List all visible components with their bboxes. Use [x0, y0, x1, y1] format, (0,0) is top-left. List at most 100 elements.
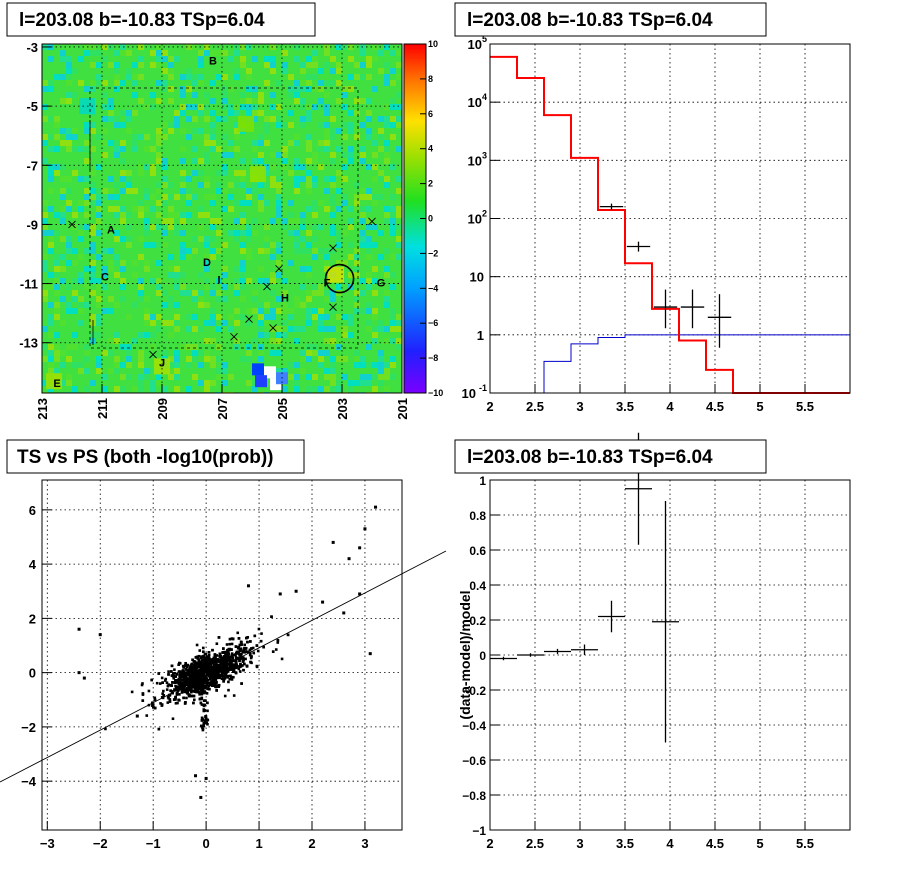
skymap-pixel: [384, 104, 390, 110]
skymap-pixel: [48, 314, 54, 320]
skymap-pixel: [354, 308, 360, 314]
skymap-pixel: [378, 230, 384, 236]
skymap-pixel: [330, 362, 336, 368]
skymap-pixel: [174, 362, 180, 368]
scatter-point: [249, 652, 252, 655]
skymap-pixel: [144, 80, 150, 86]
skymap-pixel: [222, 98, 228, 104]
scatter-point: [363, 527, 367, 531]
spectrum-xtick-label: 5: [756, 399, 763, 414]
skymap-pixel: [90, 200, 96, 206]
scatter-point: [226, 651, 230, 654]
skymap-pixel: [96, 80, 102, 86]
skymap-pixel: [258, 206, 264, 212]
scatter-point: [225, 643, 229, 646]
skymap-pixel: [114, 260, 120, 266]
skymap-pixel: [258, 230, 264, 236]
skymap-pixel: [288, 218, 294, 224]
skymap-pixel: [252, 110, 258, 116]
skymap-pixel: [180, 284, 186, 290]
scatter-point: [246, 640, 249, 644]
skymap-pixel: [102, 266, 108, 272]
skymap-pixel: [72, 128, 78, 134]
skymap-pixel: [168, 266, 174, 272]
skymap-pixel: [222, 92, 228, 98]
skymap-pixel: [336, 146, 342, 152]
skymap-pixel: [270, 182, 276, 188]
skymap-pixel: [198, 326, 204, 332]
scatter-point: [189, 686, 192, 689]
scatter-point: [207, 665, 211, 669]
scatter-point: [195, 643, 199, 647]
skymap-pixel: [108, 266, 114, 272]
skymap-pixel: [276, 248, 282, 254]
skymap-hotspot: [250, 166, 266, 183]
scatter-point: [177, 663, 181, 666]
skymap-pixel: [210, 122, 216, 128]
scatter-point: [180, 684, 183, 688]
skymap-pixel: [324, 314, 330, 320]
scatter-point: [250, 655, 253, 658]
skymap-pixel: [372, 110, 378, 116]
skymap-pixel: [54, 272, 60, 278]
skymap-pixel: [192, 146, 198, 152]
skymap-pixel: [114, 152, 120, 158]
skymap-pixel: [144, 230, 150, 236]
scatter-point: [237, 637, 241, 640]
scatter-point: [130, 690, 134, 694]
skymap-pixel: [108, 224, 114, 230]
skymap-pixel: [42, 80, 48, 86]
scatter-point: [159, 702, 162, 705]
scatter-point: [257, 627, 261, 631]
skymap-pixel: [342, 362, 348, 368]
skymap-pixel: [234, 278, 240, 284]
skymap-pixel: [210, 314, 216, 320]
skymap-pixel: [252, 56, 258, 62]
skymap-pixel: [168, 206, 174, 212]
scatter-point: [201, 679, 205, 683]
skymap-pixel: [210, 128, 216, 134]
skymap-xtick-label: 207: [215, 398, 230, 420]
skymap-pixel: [90, 224, 96, 230]
skymap-pixel: [72, 356, 78, 362]
skymap-pixel: [72, 332, 78, 338]
scatter-point: [207, 653, 211, 657]
scatter-point: [180, 675, 184, 679]
skymap-pixel: [138, 206, 144, 212]
skymap-pixel: [210, 50, 216, 56]
skymap-pixel: [126, 176, 132, 182]
scatter-point: [196, 690, 200, 694]
scatter-point: [178, 672, 182, 676]
skymap-pixel: [264, 236, 270, 242]
skymap-pixel: [180, 200, 186, 206]
skymap-pixel: [306, 164, 312, 170]
scatter-point: [209, 669, 213, 673]
skymap-pixel: [306, 344, 312, 350]
skymap-pixel: [252, 350, 258, 356]
skymap-pixel: [234, 308, 240, 314]
skymap-pixel: [180, 272, 186, 278]
skymap-pixel: [336, 260, 342, 266]
skymap-pixel: [312, 50, 318, 56]
scatter-point: [245, 636, 248, 640]
scatter-point: [152, 706, 155, 709]
scatter-point: [231, 637, 235, 641]
source-marker: [329, 303, 337, 312]
skymap-pixel: [144, 266, 150, 272]
skymap-pixel: [324, 338, 330, 344]
skymap-pixel: [144, 194, 150, 200]
scatter-point: [197, 654, 201, 658]
skymap-pixel: [162, 80, 168, 86]
skymap-pixel: [300, 86, 306, 92]
scatter-point: [162, 689, 165, 693]
source-marker: [230, 332, 238, 341]
skymap-pixel: [246, 278, 252, 284]
skymap-pixel: [360, 176, 366, 182]
skymap-pixel: [168, 218, 174, 224]
skymap-pixel: [228, 194, 234, 200]
skymap-pixel: [390, 314, 396, 320]
skymap-pixel: [324, 206, 330, 212]
skymap-pixel: [42, 284, 48, 290]
skymap-pixel: [228, 56, 234, 62]
scatter-point: [212, 663, 216, 667]
